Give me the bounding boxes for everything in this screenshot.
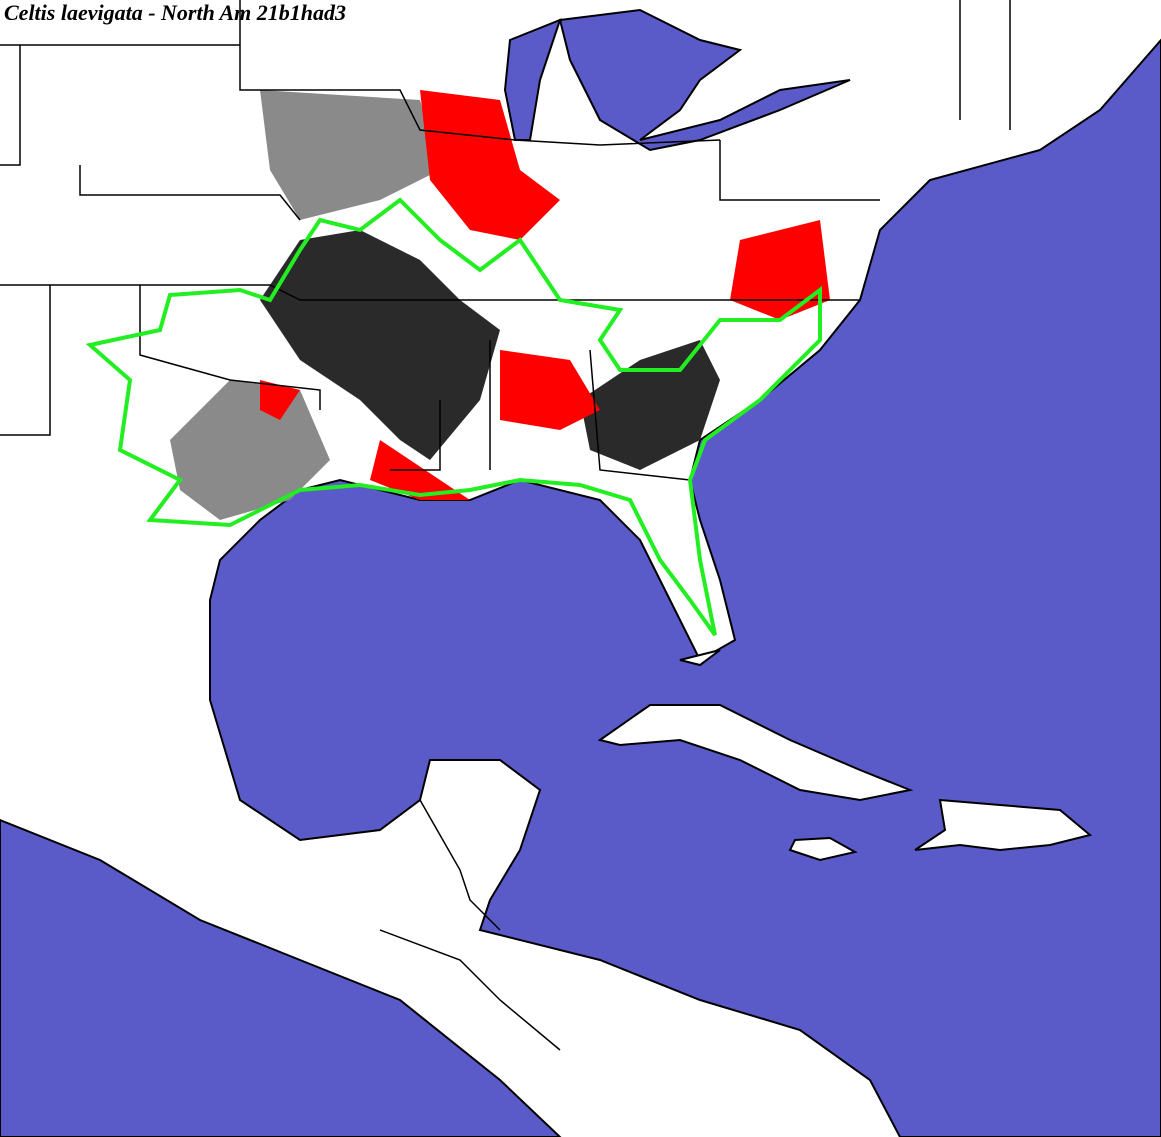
pacific [0,818,562,1137]
lake-huron-erie [558,8,851,152]
cuba [597,704,914,802]
map-title: Celtis laevigata - North Am 21b1had3 [4,0,346,25]
range-outline [85,197,822,637]
state-borders [0,0,1011,1051]
range-grey [170,90,440,520]
jamaica [788,836,858,862]
range-red [260,90,830,500]
florida-keys [679,649,721,667]
hispaniola [914,798,1093,852]
